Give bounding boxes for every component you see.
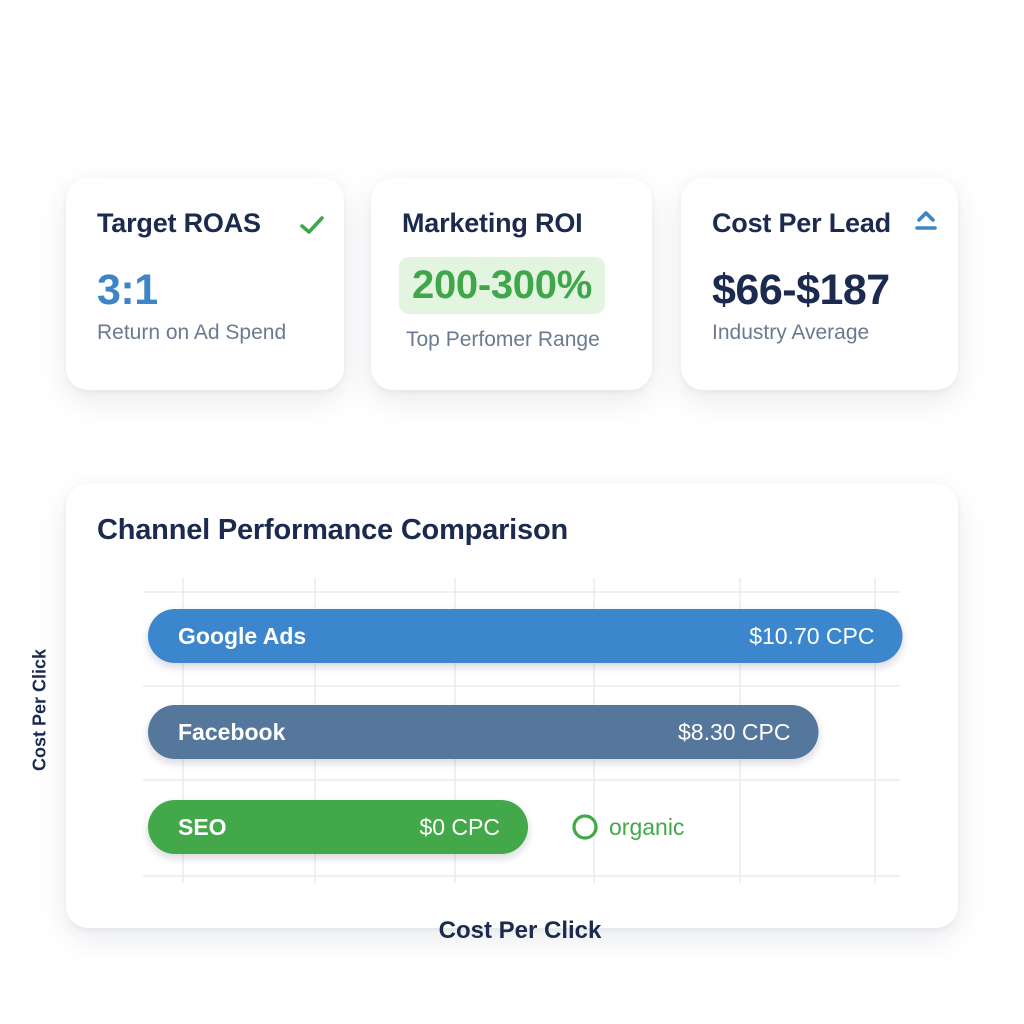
kpi-subtitle: Top Perfomer Range: [406, 328, 600, 351]
chevron-up-icon: [915, 211, 937, 230]
x-axis-label: Cost Per Click: [438, 917, 602, 944]
organic-circle-icon: [572, 814, 598, 840]
bar-value-label: $0 CPC: [419, 814, 500, 840]
chart-title: Channel Performance Comparison: [97, 514, 568, 546]
target-roas-card: Target ROAS 3:1 Return on Ad Spend: [66, 178, 344, 390]
kpi-value: $66-$187: [712, 266, 890, 314]
y-axis-label: Cost Per Click: [29, 648, 50, 772]
kpi-title: Cost Per Lead: [712, 208, 891, 238]
kpi-value-pill: 200-300%: [399, 257, 605, 314]
chart-bars: Google Ads $10.70 CPC Facebook $8.30 CPC SEO…: [148, 609, 903, 854]
bar-seo: [148, 800, 528, 854]
kpi-title: Target ROAS: [97, 208, 261, 238]
bar-facebook: [148, 705, 819, 759]
marketing-roi-card: Marketing ROI 200-300% Top Perfomer Rang…: [371, 178, 652, 390]
bar-category-label: Facebook: [178, 719, 286, 745]
bar-value-label: $10.70 CPC: [749, 623, 874, 649]
bar-category-label: SEO: [178, 814, 227, 840]
annotation-label: organic: [609, 814, 684, 840]
kpi-subtitle: Industry Average: [712, 321, 870, 344]
bar-value-label: $8.30 CPC: [678, 719, 791, 745]
cost-per-lead-card: Cost Per Lead $66-$187 Industry Average: [681, 178, 958, 390]
kpi-title: Marketing ROI: [402, 208, 583, 238]
kpi-value: 3:1: [97, 266, 158, 314]
bar-category-label: Google Ads: [178, 623, 306, 649]
bar-google-ads: [148, 609, 903, 663]
check-icon: [300, 216, 324, 234]
kpi-subtitle: Return on Ad Spend: [97, 321, 287, 344]
